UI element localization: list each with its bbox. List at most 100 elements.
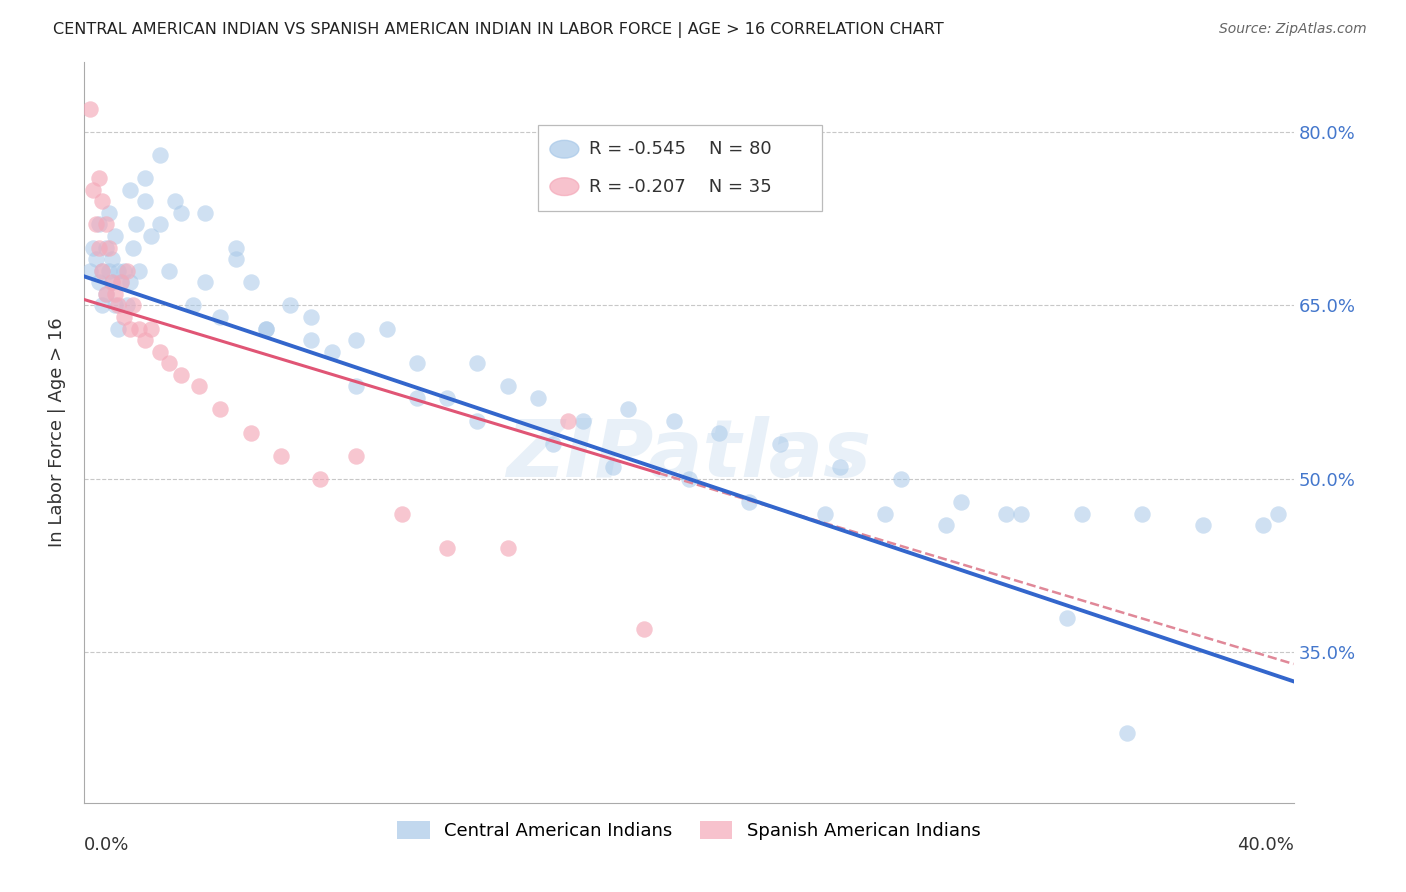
Point — [86, 252, 108, 266]
Point — [139, 321, 162, 335]
Point — [118, 275, 141, 289]
Point — [209, 310, 232, 324]
Point — [995, 507, 1018, 521]
Point — [935, 518, 957, 533]
Point — [134, 333, 156, 347]
Point — [270, 449, 292, 463]
Point — [769, 437, 792, 451]
Point — [830, 460, 852, 475]
Point — [278, 298, 301, 312]
Point — [118, 321, 141, 335]
Point — [128, 321, 150, 335]
Point — [97, 263, 120, 277]
Point — [633, 622, 655, 636]
Point — [875, 507, 897, 521]
Point — [557, 414, 579, 428]
Point — [467, 356, 489, 370]
Point — [107, 321, 129, 335]
Legend: Central American Indians, Spanish American Indians: Central American Indians, Spanish Americ… — [388, 813, 990, 849]
Point — [94, 218, 117, 232]
Point — [1253, 518, 1275, 533]
Point — [149, 218, 172, 232]
Point — [107, 298, 129, 312]
Point — [110, 275, 132, 289]
Point — [89, 171, 111, 186]
Point — [496, 541, 519, 556]
Point — [104, 298, 127, 312]
Point — [79, 102, 101, 116]
Point — [391, 507, 413, 521]
Point — [496, 379, 519, 393]
Point — [209, 402, 232, 417]
Point — [149, 148, 172, 162]
Point — [346, 379, 368, 393]
Point — [82, 240, 104, 255]
Point — [91, 263, 114, 277]
Point — [107, 263, 129, 277]
Point — [139, 229, 162, 244]
Point — [115, 263, 138, 277]
Point — [149, 344, 172, 359]
Point — [125, 218, 148, 232]
Circle shape — [550, 140, 579, 158]
Point — [299, 310, 322, 324]
Y-axis label: In Labor Force | Age > 16: In Labor Force | Age > 16 — [48, 318, 66, 548]
Point — [91, 194, 114, 209]
Point — [527, 391, 550, 405]
Point — [170, 206, 193, 220]
Point — [375, 321, 398, 335]
Point — [128, 263, 150, 277]
Point — [112, 263, 135, 277]
Point — [299, 333, 322, 347]
Point — [436, 541, 458, 556]
Text: CENTRAL AMERICAN INDIAN VS SPANISH AMERICAN INDIAN IN LABOR FORCE | AGE > 16 COR: CENTRAL AMERICAN INDIAN VS SPANISH AMERI… — [53, 22, 945, 38]
Point — [678, 472, 700, 486]
Point — [321, 344, 343, 359]
Point — [467, 414, 489, 428]
Point — [94, 286, 117, 301]
Point — [121, 240, 143, 255]
Text: ZIPatlas: ZIPatlas — [506, 416, 872, 494]
Point — [121, 298, 143, 312]
Point — [254, 321, 277, 335]
Point — [254, 321, 277, 335]
Point — [950, 495, 973, 509]
Point — [309, 472, 332, 486]
Point — [82, 183, 104, 197]
Point — [572, 414, 595, 428]
Point — [94, 240, 117, 255]
Point — [709, 425, 731, 440]
Point — [890, 472, 912, 486]
Point — [181, 298, 204, 312]
Point — [225, 252, 247, 266]
Point — [406, 356, 429, 370]
Point — [97, 206, 120, 220]
Point — [89, 275, 111, 289]
Point — [91, 263, 114, 277]
Point — [1056, 610, 1078, 624]
Point — [86, 218, 108, 232]
Point — [188, 379, 211, 393]
Point — [1130, 507, 1153, 521]
Text: Source: ZipAtlas.com: Source: ZipAtlas.com — [1219, 22, 1367, 37]
Point — [91, 298, 114, 312]
Point — [100, 275, 122, 289]
Point — [1071, 507, 1094, 521]
Point — [79, 263, 101, 277]
Point — [1192, 518, 1215, 533]
Point — [814, 507, 837, 521]
Point — [1267, 507, 1289, 521]
Point — [1116, 726, 1139, 740]
Point — [110, 275, 132, 289]
Point — [194, 275, 217, 289]
Point — [89, 240, 111, 255]
Text: 0.0%: 0.0% — [84, 836, 129, 855]
Point — [662, 414, 685, 428]
Text: R = -0.207    N = 35: R = -0.207 N = 35 — [589, 178, 772, 195]
Point — [104, 286, 127, 301]
Text: 40.0%: 40.0% — [1237, 836, 1294, 855]
Point — [104, 229, 127, 244]
Point — [97, 240, 120, 255]
Point — [89, 218, 111, 232]
Point — [134, 194, 156, 209]
